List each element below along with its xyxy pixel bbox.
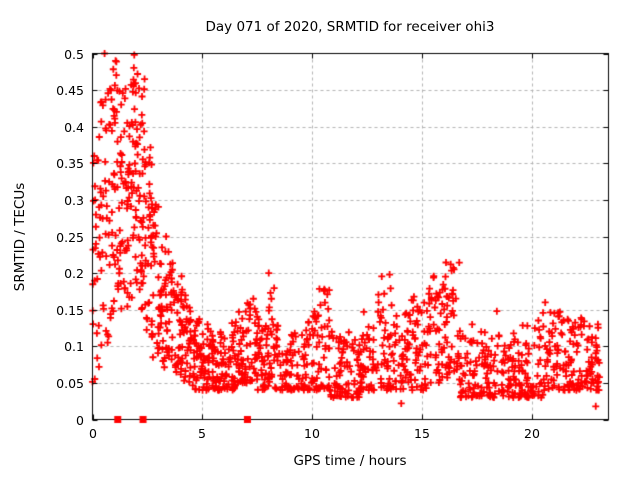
y-tick-label: 0.45 bbox=[56, 83, 84, 98]
y-tick-label: 0.5 bbox=[64, 47, 84, 62]
y-tick-label: 0.35 bbox=[56, 156, 84, 171]
x-axis-label: GPS time / hours bbox=[293, 453, 407, 469]
y-tick-label: 0.4 bbox=[64, 120, 84, 135]
y-tick-label: 0 bbox=[76, 413, 84, 428]
y-tick-label: 0.05 bbox=[56, 376, 84, 391]
y-tick-label: 0.3 bbox=[64, 193, 84, 208]
y-tick-label: 0.25 bbox=[56, 230, 84, 245]
x-tick-label: 10 bbox=[304, 426, 320, 441]
x-tick-label: 5 bbox=[198, 426, 206, 441]
y-tick-label: 0.15 bbox=[56, 303, 84, 318]
x-tick-label: 15 bbox=[414, 426, 430, 441]
y-tick-label: 0.2 bbox=[64, 266, 84, 281]
x-tick-label: 20 bbox=[524, 426, 540, 441]
y-tick-label: 0.1 bbox=[64, 339, 84, 354]
x-tick-label: 0 bbox=[89, 426, 97, 441]
